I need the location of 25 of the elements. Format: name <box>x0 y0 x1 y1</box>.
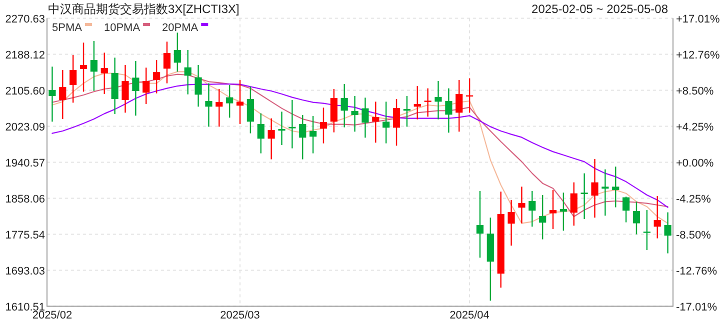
y2-tick-label: +17.01% <box>676 13 720 26</box>
text: 2025-02-05 ~ 2025-05-08 <box>532 2 668 16</box>
legend-label: 10PMA <box>104 22 141 34</box>
y2-tick-label: +0.00% <box>676 157 714 170</box>
y2-tick-label: +12.76% <box>676 49 720 62</box>
y-tick-label: 2270.63 <box>5 13 45 26</box>
x-tick-label: 2025/02 <box>32 310 72 320</box>
y-tick-label: 1940.57 <box>5 157 45 170</box>
chart-title: 中汉商品期货交易指数3X[ZHCTI3X] <box>48 2 240 16</box>
y2-tick-label: +8.50% <box>676 85 714 98</box>
x-tick-label: 2025/03 <box>220 310 260 320</box>
y2-tick-label: -12.76% <box>676 265 718 278</box>
legend-label: 20PMA <box>162 22 199 34</box>
y-tick-label: 2105.60 <box>5 85 45 98</box>
y-tick-label: 2023.09 <box>5 121 45 134</box>
y2-tick-label: -17.01% <box>676 301 718 314</box>
y2-tick-label: -8.50% <box>676 229 712 242</box>
y-tick-label: 1693.03 <box>5 265 45 278</box>
y-tick-label: 1775.54 <box>5 229 45 242</box>
y2-tick-label: +4.25% <box>676 121 714 134</box>
y2-tick-label: -4.25% <box>676 193 712 206</box>
legend-label: 5PMA <box>52 22 83 34</box>
y-tick-label: 1858.06 <box>5 193 45 206</box>
y-tick-label: 2188.12 <box>5 49 45 62</box>
x-tick-label: 2025/04 <box>450 310 490 320</box>
